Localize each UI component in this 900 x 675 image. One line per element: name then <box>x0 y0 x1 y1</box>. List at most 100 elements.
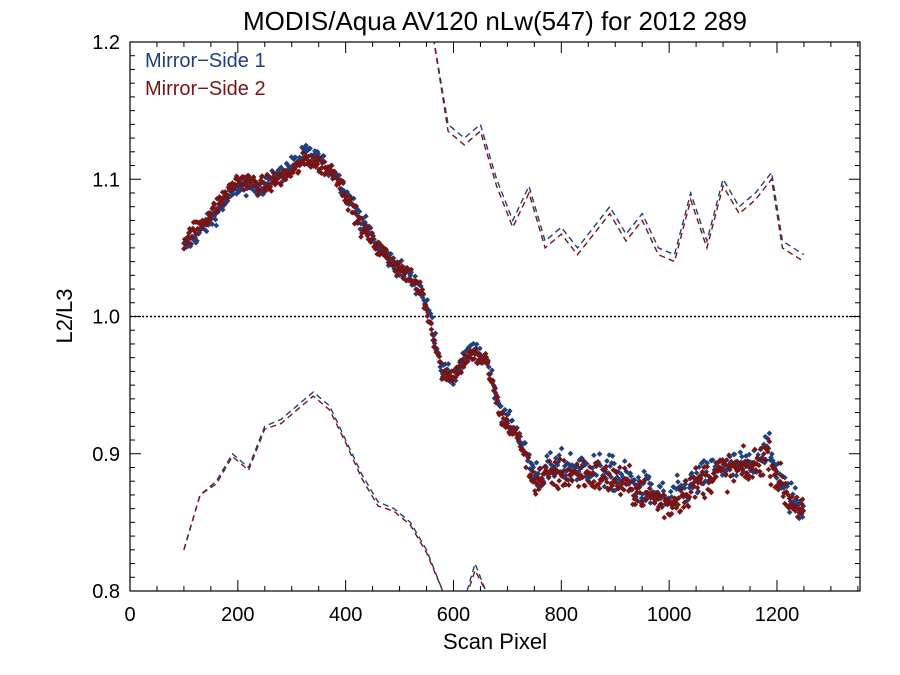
data-point <box>733 472 740 479</box>
y-tick-label: 0.8 <box>92 581 120 603</box>
data-point <box>704 463 711 470</box>
x-tick-label: 0 <box>124 604 135 626</box>
data-point <box>704 460 711 466</box>
data-point <box>760 472 766 478</box>
x-tick-labels: 0 200 400 600 800 1000 1200 <box>124 604 799 626</box>
data-point <box>243 192 250 199</box>
data-point <box>369 230 376 237</box>
data-point <box>636 484 643 491</box>
data-point <box>492 389 499 396</box>
data-point <box>730 478 737 484</box>
data-point <box>353 203 360 209</box>
axis-ticks <box>129 41 860 592</box>
data-point <box>213 222 220 229</box>
data-point <box>648 481 655 487</box>
data-point <box>680 504 687 511</box>
data-point <box>667 488 674 495</box>
data-point <box>686 494 693 500</box>
data-point <box>770 465 777 472</box>
data-point <box>420 290 427 297</box>
data-point <box>232 183 238 190</box>
data-point <box>737 449 744 456</box>
data-point <box>530 464 537 471</box>
data-point <box>291 166 298 173</box>
x-tick-label: 800 <box>545 604 578 626</box>
data-point <box>705 479 712 486</box>
data-point <box>412 273 419 280</box>
data-point <box>558 445 565 452</box>
data-point <box>788 480 795 486</box>
data-point <box>417 279 423 285</box>
data-point <box>617 491 624 498</box>
data-point <box>408 266 415 273</box>
y-tick-label: 0.9 <box>92 444 120 466</box>
data-point <box>273 180 279 187</box>
data-point <box>336 172 343 179</box>
data-point <box>766 438 773 445</box>
data-point <box>193 231 199 238</box>
data-point <box>215 208 221 214</box>
data-point <box>635 474 642 481</box>
data-point <box>769 451 775 457</box>
data-point <box>224 195 231 202</box>
data-point <box>305 153 312 160</box>
data-point <box>540 480 547 487</box>
data-point <box>509 417 516 424</box>
data-point <box>307 145 313 152</box>
data-point <box>654 506 661 513</box>
data-point <box>688 489 694 495</box>
data-point <box>778 481 785 488</box>
data-point <box>799 496 806 503</box>
data-point <box>545 473 552 480</box>
data-point <box>483 354 490 361</box>
data-point <box>493 400 499 406</box>
data-point <box>621 465 628 472</box>
data-point <box>459 357 465 363</box>
data-point <box>461 351 468 358</box>
data-point <box>738 461 744 468</box>
series-2-dashed-lower-line <box>183 395 487 591</box>
data-point <box>799 514 806 520</box>
data-point <box>422 302 429 308</box>
data-point <box>792 508 799 514</box>
data-point <box>743 463 749 470</box>
data-point <box>367 239 374 246</box>
data-point <box>429 314 436 321</box>
data-point <box>646 473 652 480</box>
data-point <box>390 255 397 261</box>
data-point <box>579 474 586 481</box>
data-point <box>260 179 267 186</box>
data-point <box>181 245 187 252</box>
y-tick-labels: 0.8 0.9 1.0 1.1 1.2 <box>92 32 120 603</box>
data-point <box>489 377 496 384</box>
data-point <box>595 459 601 466</box>
data-point <box>794 514 801 520</box>
data-point <box>789 493 795 500</box>
x-tick-label: 400 <box>329 604 362 626</box>
data-point <box>205 219 212 226</box>
data-point <box>399 263 406 269</box>
data-point <box>485 371 492 377</box>
data-point <box>756 462 762 469</box>
data-point <box>515 437 522 443</box>
data-point <box>779 473 786 480</box>
series-1-dashed-lower-line <box>183 391 487 591</box>
data-point <box>352 210 359 217</box>
data-point <box>699 469 706 475</box>
data-point <box>423 306 430 313</box>
data-point <box>724 489 731 495</box>
data-point <box>372 245 379 252</box>
data-point <box>659 480 666 486</box>
data-point <box>639 498 646 505</box>
data-point <box>405 266 411 273</box>
x-tick-label: 1000 <box>647 604 692 626</box>
data-point <box>740 443 747 449</box>
data-point <box>337 185 343 192</box>
data-point <box>295 168 302 175</box>
data-point <box>660 492 667 498</box>
data-point <box>189 235 195 241</box>
data-point <box>610 467 617 473</box>
data-point <box>342 193 349 200</box>
data-point <box>491 384 498 390</box>
data-point <box>299 150 306 156</box>
